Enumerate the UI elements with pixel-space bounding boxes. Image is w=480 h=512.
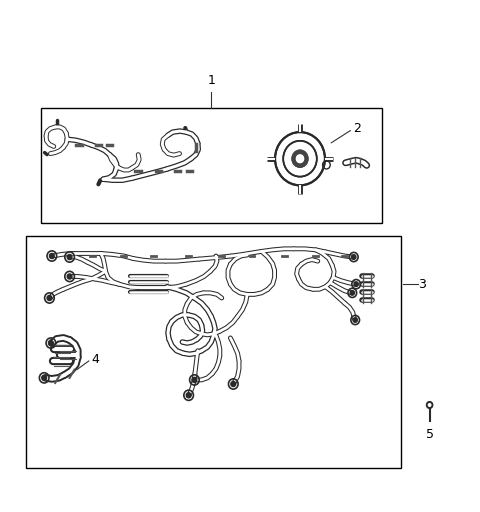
Circle shape bbox=[275, 132, 325, 185]
Circle shape bbox=[47, 295, 52, 301]
Circle shape bbox=[186, 393, 191, 398]
Circle shape bbox=[428, 403, 432, 407]
Circle shape bbox=[283, 141, 317, 177]
Circle shape bbox=[48, 340, 53, 346]
Circle shape bbox=[353, 317, 357, 323]
Circle shape bbox=[67, 274, 72, 279]
Circle shape bbox=[275, 132, 325, 185]
Circle shape bbox=[296, 154, 304, 163]
Text: 5: 5 bbox=[426, 428, 433, 440]
Text: 4: 4 bbox=[91, 353, 99, 366]
Circle shape bbox=[351, 255, 356, 259]
Circle shape bbox=[291, 150, 309, 168]
Circle shape bbox=[291, 150, 309, 168]
Circle shape bbox=[283, 141, 317, 177]
Circle shape bbox=[42, 375, 47, 380]
Text: 2: 2 bbox=[353, 121, 360, 135]
Circle shape bbox=[426, 401, 433, 409]
Circle shape bbox=[296, 155, 304, 163]
Bar bbox=[41, 108, 382, 223]
Bar bbox=[26, 236, 401, 468]
Text: 1: 1 bbox=[207, 74, 215, 87]
Circle shape bbox=[354, 282, 358, 287]
Circle shape bbox=[67, 254, 72, 260]
Circle shape bbox=[231, 381, 236, 387]
Circle shape bbox=[49, 253, 54, 259]
Text: 3: 3 bbox=[418, 278, 425, 291]
FancyBboxPatch shape bbox=[278, 145, 322, 172]
Circle shape bbox=[192, 377, 197, 382]
Circle shape bbox=[350, 291, 354, 295]
